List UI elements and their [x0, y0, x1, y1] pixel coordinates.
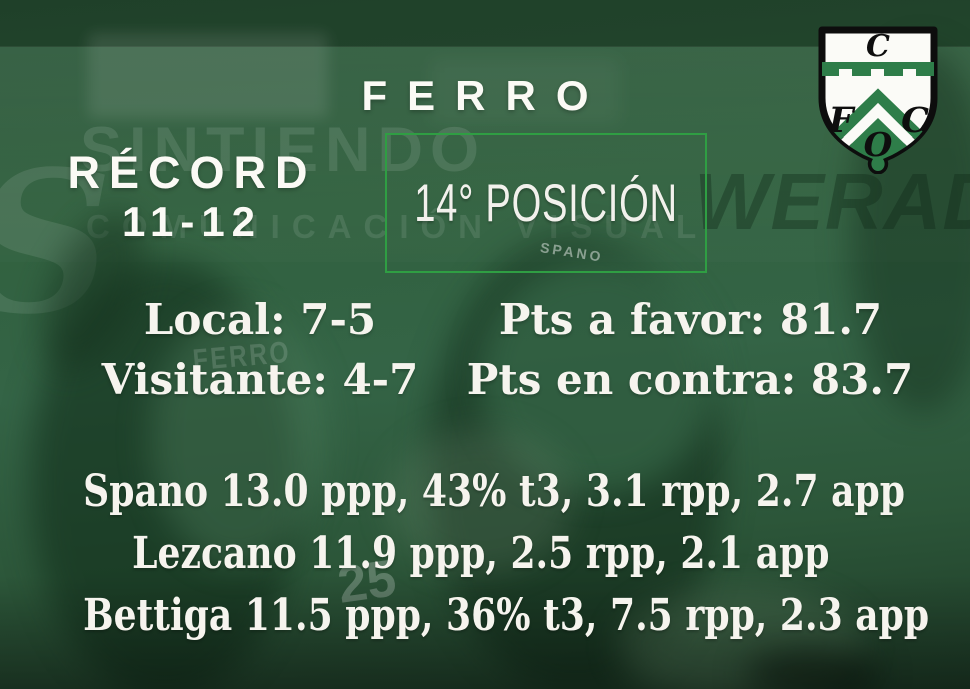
record-block: RÉCORD 11-12 — [22, 150, 362, 243]
record-value: 11-12 — [121, 198, 263, 245]
stat-visitor-record: Visitante: 4-7 — [101, 355, 419, 404]
background-banner-patch — [430, 58, 620, 124]
record-label: RÉCORD — [67, 147, 317, 198]
player-silhouette-hands — [388, 428, 573, 573]
background-top-strip — [0, 0, 970, 47]
player-stat-line-bettiga: Bettiga 11.5 ppp, 36% t3, 7.5 rpp, 2.3 a… — [83, 590, 930, 641]
player-stat-line-spano: Spano 13.0 ppp, 43% t3, 3.1 rpp, 2.7 app — [83, 466, 905, 517]
crest-letter-top: C — [866, 29, 890, 64]
background-wall-band — [0, 47, 970, 262]
team-title: FERRO — [361, 72, 609, 119]
background-banner-patch — [88, 33, 328, 118]
ferro-crest-icon: C F C O — [818, 26, 938, 174]
background-watermark-comunicacion-visual: COMUNICACIÓN VISUAL — [86, 208, 709, 245]
crest-band-notch — [871, 69, 884, 76]
player-silhouette-left-jersey — [150, 310, 325, 565]
player-silhouette-center-jersey — [480, 258, 715, 493]
position-box: 14° POSICIÓN — [385, 133, 707, 273]
crest-band-notch — [839, 69, 852, 76]
crest-band-notch — [903, 69, 916, 76]
stat-local-record: Local: 7-5 — [143, 295, 377, 344]
player-silhouette-shoe — [745, 648, 880, 689]
background-watermark-powerade: WERAD — [694, 157, 970, 246]
stat-points-against: Pts en contra: 83.7 — [466, 355, 914, 404]
crest-letter-left: F — [828, 100, 856, 141]
background-watermark-sintiendo: SINTIENDO — [80, 115, 487, 185]
player-silhouette-center — [428, 238, 723, 689]
position-text: 14° POSICIÓN — [414, 173, 678, 233]
background-bottom-shade — [0, 575, 970, 689]
crest-letter-right: C — [901, 100, 929, 141]
player-stat-line-lezcano: Lezcano 11.9 ppp, 2.5 rpp, 2.1 app — [132, 528, 830, 579]
stat-points-for: Pts a favor: 81.7 — [498, 295, 883, 344]
